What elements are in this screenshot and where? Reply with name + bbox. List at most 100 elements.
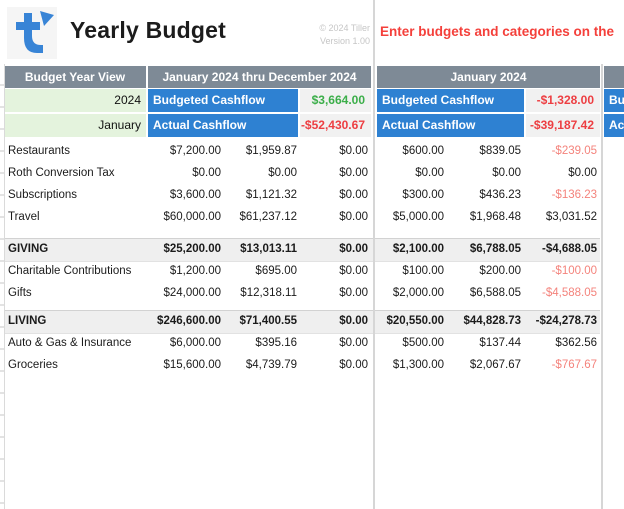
amount-cell[interactable]: $0.00: [300, 162, 371, 184]
amount-cell[interactable]: $0.00: [300, 140, 371, 162]
amount-cell[interactable]: $25,200.00: [146, 238, 224, 260]
amount-cell[interactable]: $0.00: [300, 206, 371, 228]
amount-cell[interactable]: $436.23: [447, 184, 524, 206]
amount-cell[interactable]: $1,968.48: [447, 206, 524, 228]
category-name-cell[interactable]: Subscriptions: [6, 184, 145, 206]
amount-cell[interactable]: $0.00: [300, 332, 371, 354]
row-gutter: [0, 64, 5, 509]
amount-cell[interactable]: -$239.05: [524, 140, 600, 162]
amount-cell[interactable]: $200.00: [447, 260, 524, 282]
amount-cell[interactable]: $0.00: [377, 162, 447, 184]
category-name-cell[interactable]: Gifts: [6, 282, 145, 304]
table-row: Roth Conversion Tax$0.00$0.00$0.00$0.00$…: [0, 162, 624, 184]
amount-cell[interactable]: $71,400.55: [224, 310, 300, 332]
category-name-cell[interactable]: Charitable Contributions: [6, 260, 145, 282]
copyright-line1: © 2024 Tiller: [250, 22, 370, 35]
next-month-budgeted-cashflow-label[interactable]: Budgeted Cashflow: [604, 89, 624, 112]
amount-cell[interactable]: $0.00: [146, 162, 224, 184]
amount-cell[interactable]: $2,000.00: [377, 282, 447, 304]
amount-cell[interactable]: $0.00: [300, 184, 371, 206]
year-cell[interactable]: 2024: [4, 89, 146, 112]
ytd-actual-cashflow-label[interactable]: Actual Cashflow: [148, 114, 298, 137]
amount-cell[interactable]: $0.00: [300, 260, 371, 282]
category-name-cell[interactable]: Roth Conversion Tax: [6, 162, 145, 184]
amount-cell[interactable]: $0.00: [224, 162, 300, 184]
month-cell[interactable]: January: [4, 114, 146, 137]
amount-cell[interactable]: $0.00: [300, 282, 371, 304]
copyright-text: © 2024 Tiller Version 1.00: [250, 22, 370, 48]
category-name-cell[interactable]: LIVING: [6, 310, 145, 332]
amount-cell[interactable]: $0.00: [524, 162, 600, 184]
amount-cell[interactable]: $20,550.00: [377, 310, 447, 332]
amount-cell[interactable]: $7,200.00: [146, 140, 224, 162]
column-header-january[interactable]: January 2024: [377, 66, 600, 88]
amount-cell[interactable]: $13,013.11: [224, 238, 300, 260]
column-header-ytd[interactable]: January 2024 thru December 2024: [148, 66, 371, 88]
amount-cell[interactable]: $24,000.00: [146, 282, 224, 304]
column-header-budget-year-view[interactable]: Budget Year View: [4, 66, 146, 88]
amount-cell[interactable]: $6,788.05: [447, 238, 524, 260]
amount-cell[interactable]: $500.00: [377, 332, 447, 354]
amount-cell[interactable]: $61,237.12: [224, 206, 300, 228]
amount-cell[interactable]: $395.16: [224, 332, 300, 354]
tiller-logo: [7, 7, 57, 59]
amount-cell[interactable]: $3,600.00: [146, 184, 224, 206]
amount-cell[interactable]: $362.56: [524, 332, 600, 354]
amount-cell[interactable]: $0.00: [300, 310, 371, 332]
amount-cell[interactable]: $3,031.52: [524, 206, 600, 228]
january-budgeted-cashflow-value[interactable]: -$1,328.00: [526, 89, 600, 112]
amount-cell[interactable]: $12,318.11: [224, 282, 300, 304]
section-divider-left: [373, 0, 375, 509]
next-month-actual-cashflow-label[interactable]: Actual Cashflow: [604, 114, 624, 137]
amount-cell[interactable]: $1,959.87: [224, 140, 300, 162]
table-row: Auto & Gas & Insurance$6,000.00$395.16$0…: [0, 332, 624, 354]
amount-cell[interactable]: -$4,688.05: [524, 238, 600, 260]
amount-cell[interactable]: $600.00: [377, 140, 447, 162]
tiller-logo-icon: [7, 7, 57, 59]
amount-cell[interactable]: $137.44: [447, 332, 524, 354]
amount-cell[interactable]: -$4,588.05: [524, 282, 600, 304]
amount-cell[interactable]: $6,588.05: [447, 282, 524, 304]
ytd-actual-cashflow-value[interactable]: -$52,430.67: [300, 114, 371, 137]
amount-cell[interactable]: $0.00: [447, 162, 524, 184]
amount-cell[interactable]: -$767.67: [524, 354, 600, 376]
amount-cell[interactable]: $839.05: [447, 140, 524, 162]
amount-cell[interactable]: -$136.23: [524, 184, 600, 206]
amount-cell[interactable]: $100.00: [377, 260, 447, 282]
category-name-cell[interactable]: Travel: [6, 206, 145, 228]
amount-cell[interactable]: -$100.00: [524, 260, 600, 282]
amount-cell[interactable]: $1,121.32: [224, 184, 300, 206]
column-header-next-month-partial[interactable]: [604, 66, 624, 88]
copyright-line2: Version 1.00: [250, 35, 370, 48]
category-name-cell[interactable]: Auto & Gas & Insurance: [6, 332, 145, 354]
category-name-cell[interactable]: GIVING: [6, 238, 145, 260]
ytd-budgeted-cashflow-label[interactable]: Budgeted Cashflow: [148, 89, 298, 112]
amount-cell[interactable]: $0.00: [300, 238, 371, 260]
january-budgeted-cashflow-label[interactable]: Budgeted Cashflow: [377, 89, 524, 112]
amount-cell[interactable]: $0.00: [300, 354, 371, 376]
category-name-cell[interactable]: Restaurants: [6, 140, 145, 162]
amount-cell[interactable]: $6,000.00: [146, 332, 224, 354]
table-row: Travel$60,000.00$61,237.12$0.00 $5,000.00…: [0, 206, 624, 228]
amount-cell[interactable]: $1,200.00: [146, 260, 224, 282]
amount-cell[interactable]: $2,067.67: [447, 354, 524, 376]
table-row: Groceries$15,600.00$4,739.79$0.00 $1,300.…: [0, 354, 624, 376]
amount-cell[interactable]: $4,739.79: [224, 354, 300, 376]
amount-cell[interactable]: $695.00: [224, 260, 300, 282]
yearly-budget-sheet: Yearly Budget © 2024 Tiller Version 1.00…: [0, 0, 624, 509]
january-actual-cashflow-label[interactable]: Actual Cashflow: [377, 114, 524, 137]
amount-cell[interactable]: $300.00: [377, 184, 447, 206]
january-actual-cashflow-value[interactable]: -$39,187.42: [526, 114, 600, 137]
ytd-budgeted-cashflow-value[interactable]: $3,664.00: [300, 89, 371, 112]
category-name-cell[interactable]: Groceries: [6, 354, 145, 376]
amount-cell[interactable]: $60,000.00: [146, 206, 224, 228]
table-row: Restaurants$7,200.00$1,959.87$0.00 $600.0…: [0, 140, 624, 162]
amount-cell[interactable]: $5,000.00: [377, 206, 447, 228]
amount-cell[interactable]: $15,600.00: [146, 354, 224, 376]
amount-cell[interactable]: $2,100.00: [377, 238, 447, 260]
amount-cell[interactable]: -$24,278.73: [524, 310, 600, 332]
amount-cell[interactable]: $1,300.00: [377, 354, 447, 376]
amount-cell[interactable]: $44,828.73: [447, 310, 524, 332]
table-row: Charitable Contributions$1,200.00$695.00…: [0, 260, 624, 282]
amount-cell[interactable]: $246,600.00: [146, 310, 224, 332]
